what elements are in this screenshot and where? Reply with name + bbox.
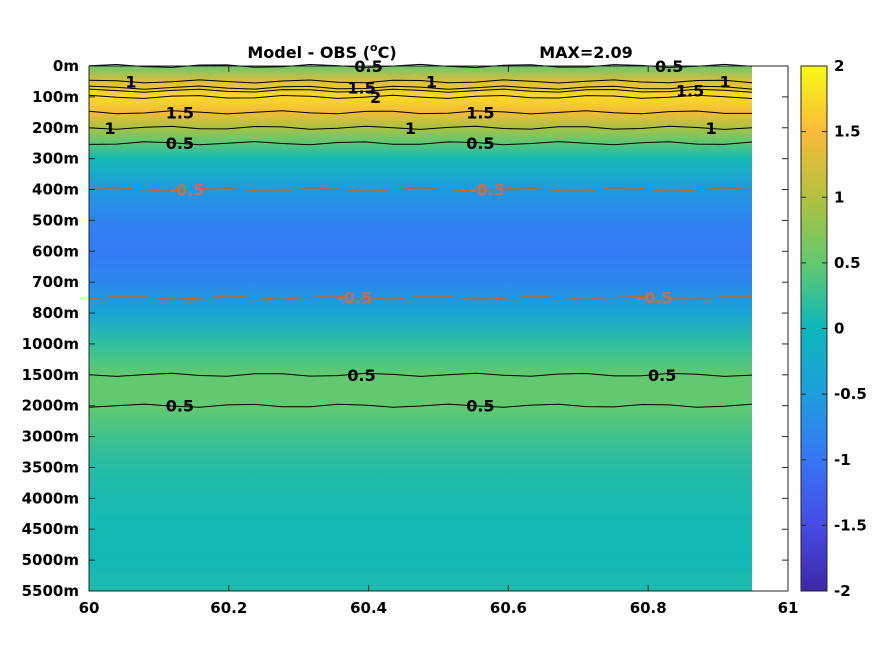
y-tick-label: 2000m bbox=[22, 397, 79, 415]
contour-line bbox=[88, 88, 753, 93]
title-unit: C) bbox=[378, 43, 397, 62]
x-tick-label: 60 bbox=[79, 599, 100, 617]
contour-label: 1 bbox=[426, 72, 437, 91]
y-tick-label: 0m bbox=[53, 57, 79, 75]
contour-label: 2 bbox=[370, 88, 381, 107]
contour-line bbox=[88, 295, 753, 300]
colorbar-tick-label: 1.5 bbox=[834, 123, 861, 141]
y-tick-label: 700m bbox=[32, 273, 79, 291]
contour-line bbox=[88, 141, 753, 146]
x-tick-label: 60.8 bbox=[630, 599, 667, 617]
colorbar-tick-label: 0 bbox=[834, 320, 844, 338]
x-tick-label: 60.2 bbox=[210, 599, 247, 617]
y-tick-label: 4000m bbox=[22, 489, 79, 507]
y-axis: 0m 100m 200m 300m 400m 500m 600m 700m 800m 1000m 1… bbox=[22, 57, 788, 600]
y-tick-label: 3500m bbox=[22, 458, 79, 476]
x-tick-label: 61 bbox=[778, 599, 799, 617]
contour-label: 0.5 bbox=[166, 134, 194, 153]
colorbar: 2 1.5 1 0.5 0 -0.5 -1 -1.5 -2 bbox=[800, 57, 867, 600]
max-annotation: MAX=2.09 bbox=[539, 43, 633, 62]
contour-line bbox=[88, 85, 753, 90]
contour-label: 1 bbox=[405, 119, 416, 138]
contour-label: 1.5 bbox=[466, 103, 494, 122]
colorbar-tick-label: -1.5 bbox=[834, 516, 867, 534]
contour-label: -0.5 bbox=[470, 181, 505, 200]
y-tick-label: 300m bbox=[32, 150, 79, 168]
contour-label: -0.5 bbox=[169, 181, 204, 200]
colorbar-tick-label: -2 bbox=[834, 582, 851, 600]
contour-label: 0.5 bbox=[347, 366, 375, 385]
contour-label: 1.5 bbox=[676, 82, 704, 101]
contour-lines bbox=[88, 63, 753, 408]
contour-label: 1.5 bbox=[347, 79, 375, 98]
x-axis: 60 60.2 60.4 60.6 60.8 61 bbox=[79, 66, 799, 617]
y-tick-label: 5000m bbox=[22, 551, 79, 569]
contour-label: 0.5 bbox=[166, 397, 194, 416]
contour-line bbox=[88, 63, 753, 69]
y-tick-label: 200m bbox=[32, 119, 79, 137]
y-tick-label: 5500m bbox=[22, 582, 79, 600]
y-tick-label: 1500m bbox=[22, 366, 79, 384]
colorbar-tick-label: 2 bbox=[834, 57, 844, 75]
contour-label: 0.5 bbox=[466, 134, 494, 153]
y-tick-label: 500m bbox=[32, 211, 79, 229]
contour-line bbox=[88, 110, 752, 115]
axes-frame bbox=[88, 65, 789, 592]
contour-line bbox=[88, 372, 753, 377]
y-tick-label: 100m bbox=[32, 88, 79, 106]
x-tick-label: 60.6 bbox=[490, 599, 527, 617]
temperature-difference-field bbox=[89, 66, 752, 591]
y-tick-label: 400m bbox=[32, 181, 79, 199]
contour-label: 1 bbox=[720, 72, 731, 91]
colorbar-ticks: 2 1.5 1 0.5 0 -0.5 -1 -1.5 -2 bbox=[801, 57, 867, 600]
contour-label: 1 bbox=[125, 72, 136, 91]
contour-label: -0.5 bbox=[638, 289, 673, 308]
y-tick-label: 600m bbox=[32, 242, 79, 260]
y-tick-label: 4500m bbox=[22, 520, 79, 538]
colorbar-tick-label: -1 bbox=[834, 451, 851, 469]
contour-label: -0.5 bbox=[337, 289, 372, 308]
contour-label: 0.5 bbox=[466, 397, 494, 416]
colorbar-tick-label: -0.5 bbox=[834, 385, 867, 403]
chart-title: Model - OBS (oC) MAX=2.09 bbox=[247, 41, 632, 62]
contour-label: 0.5 bbox=[648, 366, 676, 385]
contour-label: 1.5 bbox=[166, 103, 194, 122]
contour-line bbox=[88, 187, 753, 192]
x-tick-label: 60.4 bbox=[350, 599, 387, 617]
contour-line bbox=[88, 125, 753, 130]
contour-label: 1 bbox=[706, 119, 717, 138]
contour-line bbox=[88, 403, 753, 408]
colorbar-tick-label: 0.5 bbox=[834, 254, 861, 272]
y-tick-label: 800m bbox=[32, 304, 79, 322]
title-superscript: o bbox=[370, 41, 378, 54]
y-tick-label: 3000m bbox=[22, 428, 79, 446]
contour-line bbox=[88, 94, 753, 99]
contour-label: 1 bbox=[104, 119, 115, 138]
title-text: Model - OBS (oC) bbox=[247, 41, 396, 62]
y-tick-label: 1000m bbox=[22, 335, 79, 353]
colorbar-tick-label: 1 bbox=[834, 188, 844, 206]
contour-line bbox=[88, 79, 753, 84]
contour-labels: 0.5 0.51 1 11.52 1.51.5 1.51 1 10.5 0.5-0.5 -0.5-… bbox=[104, 57, 730, 416]
